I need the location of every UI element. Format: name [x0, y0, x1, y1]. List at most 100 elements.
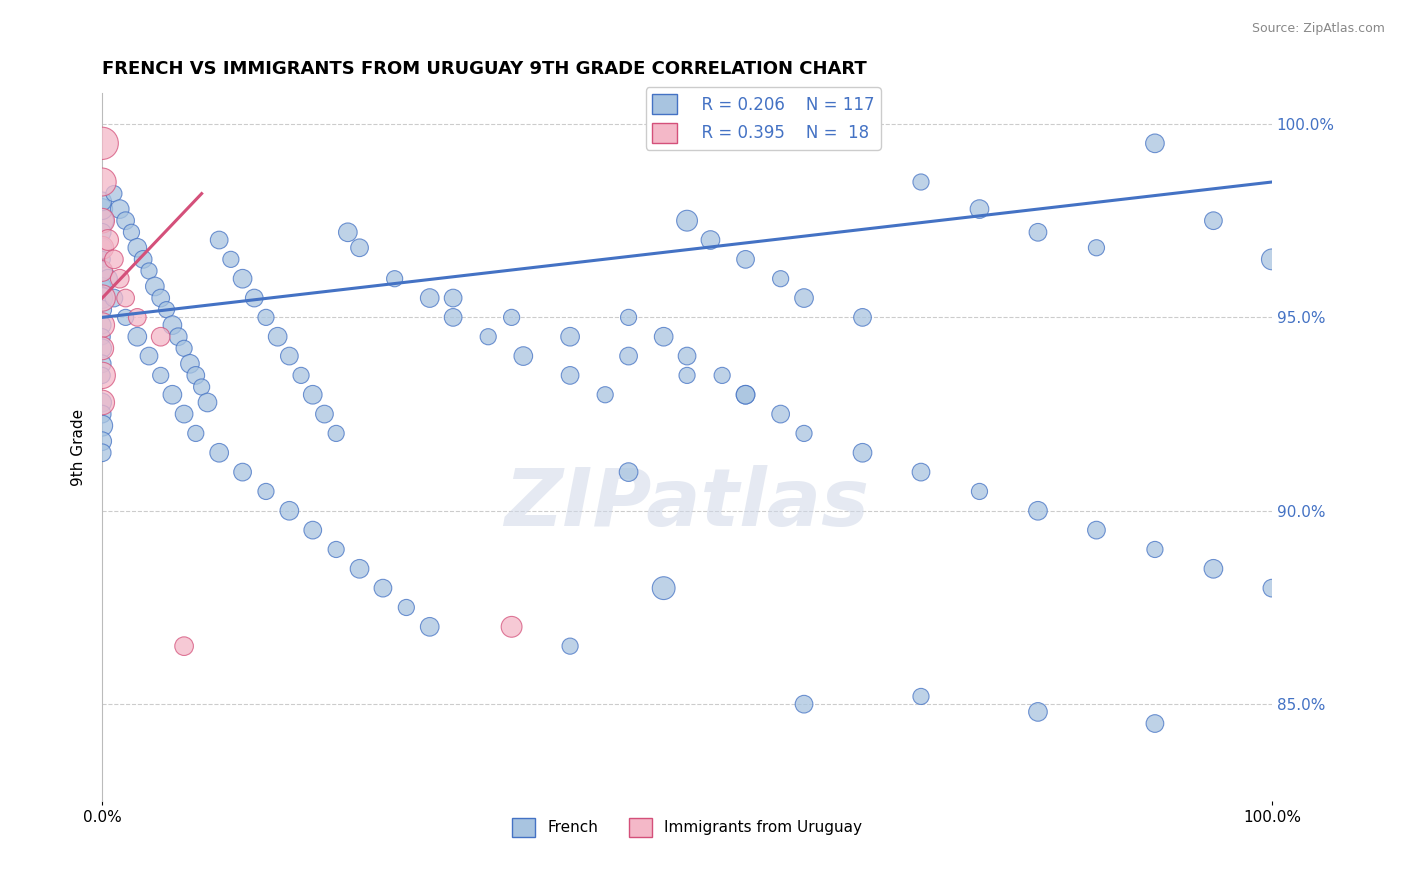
Point: [793, 697, 815, 711]
Point: [91, 329, 114, 343]
Point: [617, 310, 640, 325]
Point: [676, 213, 699, 227]
Point: [336, 225, 359, 239]
Point: [190, 380, 212, 394]
Point: [149, 291, 172, 305]
Point: [558, 368, 581, 383]
Point: [91, 395, 114, 409]
Point: [266, 329, 288, 343]
Point: [162, 388, 184, 402]
Point: [114, 310, 136, 325]
Point: [91, 136, 114, 151]
Point: [184, 426, 207, 441]
Point: [173, 407, 195, 421]
Point: [699, 233, 721, 247]
Point: [138, 264, 160, 278]
Point: [91, 279, 114, 293]
Point: [1143, 136, 1166, 151]
Point: [232, 465, 254, 479]
Point: [167, 329, 190, 343]
Point: [501, 310, 523, 325]
Point: [384, 271, 406, 285]
Point: [91, 264, 114, 278]
Point: [325, 542, 347, 557]
Point: [1261, 252, 1284, 267]
Point: [395, 600, 418, 615]
Point: [1026, 504, 1049, 518]
Point: [91, 252, 114, 267]
Point: [558, 329, 581, 343]
Point: [91, 446, 114, 460]
Point: [173, 639, 195, 653]
Point: [91, 194, 114, 209]
Point: [197, 395, 219, 409]
Point: [91, 202, 114, 216]
Point: [97, 233, 120, 247]
Point: [652, 581, 675, 595]
Point: [290, 368, 312, 383]
Point: [793, 291, 815, 305]
Point: [278, 504, 301, 518]
Point: [769, 407, 792, 421]
Text: FRENCH VS IMMIGRANTS FROM URUGUAY 9TH GRADE CORRELATION CHART: FRENCH VS IMMIGRANTS FROM URUGUAY 9TH GR…: [103, 60, 868, 78]
Point: [127, 310, 149, 325]
Point: [91, 318, 114, 332]
Point: [91, 241, 114, 255]
Point: [91, 213, 114, 227]
Point: [910, 465, 932, 479]
Point: [114, 291, 136, 305]
Point: [91, 264, 114, 278]
Point: [91, 418, 114, 433]
Point: [254, 484, 277, 499]
Point: [143, 279, 166, 293]
Point: [314, 407, 336, 421]
Point: [91, 213, 114, 227]
Point: [232, 271, 254, 285]
Point: [91, 368, 114, 383]
Point: [91, 342, 114, 356]
Point: [91, 342, 114, 356]
Point: [243, 291, 266, 305]
Point: [325, 426, 347, 441]
Point: [617, 465, 640, 479]
Point: [1202, 562, 1225, 576]
Point: [162, 318, 184, 332]
Point: [301, 388, 323, 402]
Point: [969, 202, 991, 216]
Point: [617, 349, 640, 363]
Point: [278, 349, 301, 363]
Point: [1026, 225, 1049, 239]
Point: [676, 349, 699, 363]
Point: [120, 225, 142, 239]
Point: [512, 349, 534, 363]
Point: [208, 233, 231, 247]
Point: [969, 484, 991, 499]
Point: [1143, 716, 1166, 731]
Point: [1085, 241, 1108, 255]
Point: [91, 291, 114, 305]
Point: [91, 225, 114, 239]
Point: [127, 329, 149, 343]
Point: [184, 368, 207, 383]
Point: [173, 342, 195, 356]
Point: [179, 357, 201, 371]
Point: [103, 186, 125, 201]
Point: [97, 271, 120, 285]
Point: [91, 175, 114, 189]
Point: [254, 310, 277, 325]
Point: [419, 620, 441, 634]
Point: [734, 388, 756, 402]
Point: [91, 368, 114, 383]
Point: [91, 241, 114, 255]
Point: [910, 690, 932, 704]
Point: [441, 291, 464, 305]
Point: [851, 310, 873, 325]
Point: [301, 523, 323, 537]
Point: [652, 329, 675, 343]
Point: [91, 407, 114, 421]
Point: [593, 388, 616, 402]
Point: [103, 291, 125, 305]
Point: [851, 446, 873, 460]
Point: [208, 446, 231, 460]
Point: [349, 241, 371, 255]
